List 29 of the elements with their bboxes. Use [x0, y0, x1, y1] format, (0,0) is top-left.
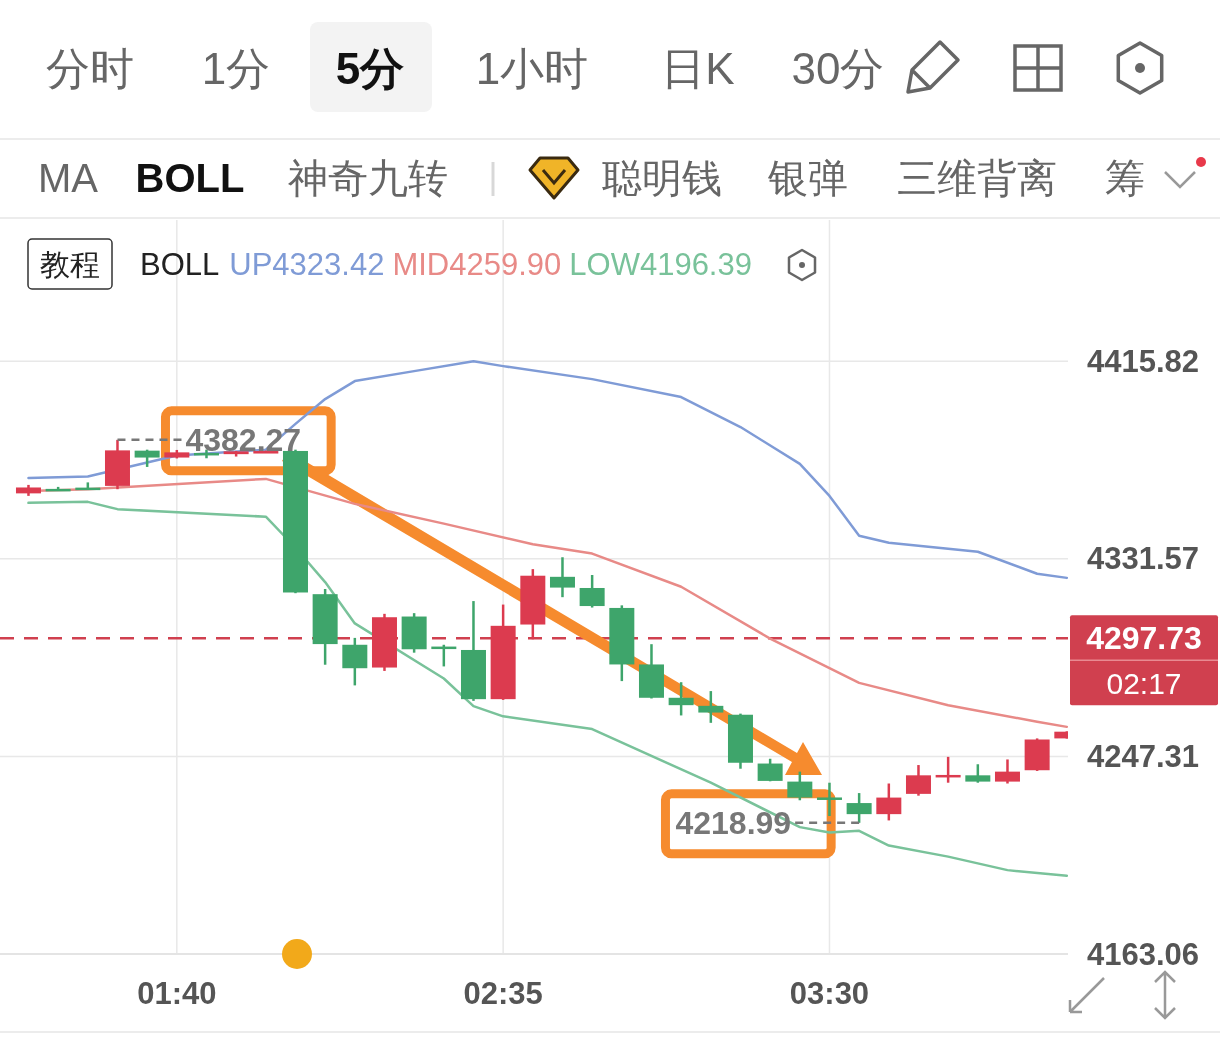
text: 神奇九转 — [288, 156, 448, 200]
candlestick — [698, 689, 724, 725]
y-tick-label: 4247.31 — [1086, 738, 1200, 774]
text: 30分 — [791, 43, 885, 93]
text: 筹 — [1105, 156, 1145, 200]
text: 日K — [661, 43, 735, 93]
text: 1小时 — [475, 43, 589, 93]
annotation: 4218.99 — [675, 804, 792, 841]
text: 1分 — [201, 43, 271, 93]
x-tick-label: 03:30 — [789, 975, 870, 1011]
x-tick-label: 02:35 — [463, 975, 543, 1011]
y-tick-label: 4331.57 — [1086, 541, 1200, 577]
y-tick-label: 4163.06 — [1086, 936, 1200, 972]
ref-line-label: 4297.73 — [1086, 620, 1202, 657]
text: 聪明钱 — [602, 156, 722, 200]
text: 三维背离 — [897, 156, 1057, 200]
text: 5分 — [335, 43, 405, 93]
annotation: 教程 — [40, 247, 100, 281]
candlestick — [668, 680, 694, 717]
text: BOLL — [135, 156, 245, 200]
text: 分时 — [46, 43, 134, 93]
text: 02:17 — [1106, 666, 1182, 700]
legend: BOLL UP4323.42 MID4259.90 LOW4196.39 — [140, 246, 752, 282]
candlestick — [816, 781, 842, 818]
text: 银弹 — [767, 156, 848, 200]
x-tick-label: 01:40 — [137, 975, 217, 1011]
y-tick-label: 4415.82 — [1086, 343, 1200, 379]
candlestick — [965, 763, 991, 784]
text: MA — [38, 156, 99, 200]
